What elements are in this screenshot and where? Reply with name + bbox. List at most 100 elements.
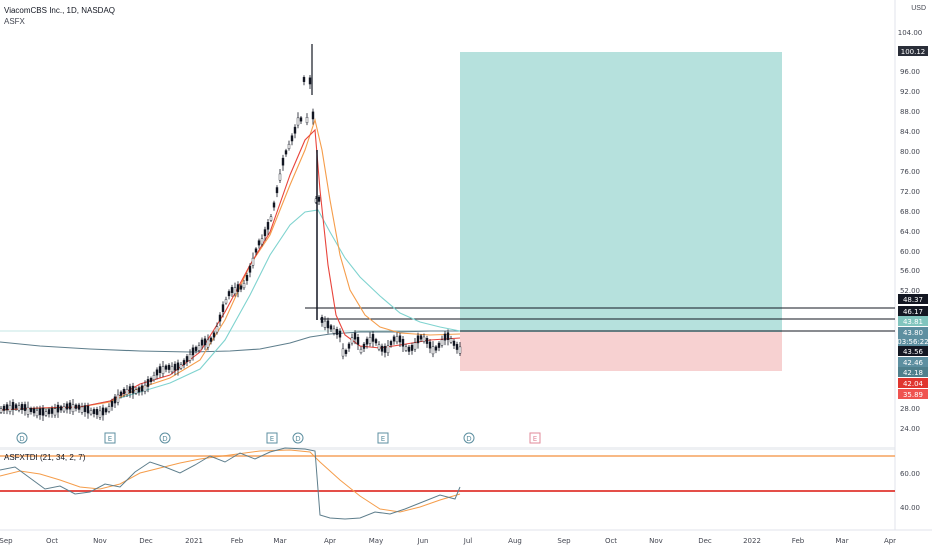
candle-body <box>221 304 225 312</box>
dividend-marker[interactable] <box>292 432 304 444</box>
candle-body <box>161 366 165 374</box>
dividend-marker[interactable] <box>159 432 171 444</box>
price-tick: 72.00 <box>900 188 920 196</box>
price-tick: 24.00 <box>900 425 920 433</box>
candle-body <box>377 344 381 350</box>
candle-body <box>44 411 48 416</box>
candle-body <box>263 229 267 237</box>
price-label-box <box>898 367 928 377</box>
time-tick: Nov <box>93 537 107 545</box>
earnings-marker-upcoming[interactable] <box>529 432 541 444</box>
candle-body <box>443 333 447 341</box>
target-zone[interactable] <box>460 52 782 332</box>
time-tick: Nov <box>649 537 663 545</box>
candle-body <box>146 379 150 387</box>
candle-body <box>359 348 363 353</box>
candle-body <box>116 394 120 403</box>
candle-body <box>407 346 411 352</box>
candle-body <box>164 365 168 370</box>
candle-body <box>323 320 327 328</box>
candle-body <box>32 408 36 414</box>
candle-body <box>125 389 129 395</box>
candle-body <box>272 202 276 208</box>
price-tick: 96.00 <box>900 68 920 76</box>
time-tick: Jun <box>417 537 429 545</box>
candle-body <box>80 406 84 413</box>
price-label-box <box>898 357 928 367</box>
candle-body <box>389 341 393 346</box>
candle-body <box>296 117 300 126</box>
candle-body <box>92 409 96 415</box>
time-tick: 2022 <box>743 537 761 545</box>
earnings-marker[interactable] <box>104 432 116 444</box>
candle-body <box>419 335 423 340</box>
candle-body <box>269 216 273 221</box>
candle-body <box>74 404 78 409</box>
candle-body <box>89 410 93 415</box>
price-label-text: 42.46 <box>903 359 924 367</box>
candle-body <box>206 339 210 348</box>
symbol-title[interactable]: ViacomCBS Inc., 1D, NASDAQ <box>4 6 115 15</box>
candle-body <box>239 285 243 290</box>
price-tick: 52.00 <box>900 287 920 295</box>
candle-body <box>35 410 39 417</box>
candle-body <box>404 346 408 351</box>
candle-body <box>293 126 297 134</box>
candle-body <box>200 339 204 346</box>
indicator-title[interactable]: ASFXTDI (21, 34, 2, 7) <box>4 453 86 462</box>
candle-body <box>38 408 42 416</box>
study-label[interactable]: ASFX <box>4 17 25 26</box>
candle-body <box>47 409 51 415</box>
candle-body <box>308 77 312 85</box>
earnings-marker[interactable] <box>377 432 389 444</box>
candle-body <box>155 369 159 376</box>
candle-body <box>188 353 192 361</box>
stop-zone[interactable] <box>460 332 782 371</box>
candle-body <box>209 337 213 342</box>
price-label-box <box>898 378 928 388</box>
candle-body <box>86 405 90 414</box>
price-label-text: 35.89 <box>903 391 923 399</box>
price-label-text: 03:56:22 <box>897 338 928 346</box>
candle-body <box>290 135 294 142</box>
candle-body <box>128 386 132 394</box>
candle-body <box>302 77 306 82</box>
event-label: D <box>19 435 24 443</box>
candle-body <box>287 143 291 149</box>
candle-body <box>428 341 432 349</box>
dividend-marker[interactable] <box>16 432 28 444</box>
candle-body <box>347 343 351 349</box>
candle-body <box>203 338 207 346</box>
price-tick: 84.00 <box>900 128 920 136</box>
candle-body <box>104 408 108 413</box>
candle-body <box>23 404 27 411</box>
price-label-text: 43.80 <box>903 329 923 337</box>
time-axis[interactable]: Sep Oct Nov Dec 2021 Feb Mar Apr May Jun Jul Aug Sep… <box>0 537 896 545</box>
time-tick: Sep <box>0 537 13 545</box>
time-tick: Jul <box>463 537 473 545</box>
price-tick: 88.00 <box>900 108 920 116</box>
price-axis[interactable]: 104.00 96.00 92.00 88.00 84.00 80.00 76.00 72.0… <box>898 29 923 433</box>
candle-body <box>248 265 252 273</box>
dividend-marker[interactable] <box>463 432 475 444</box>
candle-body <box>329 325 333 330</box>
event-label: E <box>270 435 274 443</box>
ma-slate-line <box>0 330 460 353</box>
price-tick: 68.00 <box>900 208 920 216</box>
price-label-text: 42.18 <box>903 369 923 377</box>
candle-body <box>215 326 219 333</box>
time-tick: Apr <box>324 537 336 545</box>
candle-body <box>20 404 24 410</box>
candle-body <box>83 405 87 413</box>
price-label-box <box>898 316 928 326</box>
price-tick: 80.00 <box>900 148 920 156</box>
price-label-box <box>898 327 928 337</box>
pane-separator <box>0 447 895 450</box>
earnings-marker[interactable] <box>266 432 278 444</box>
time-tick: Sep <box>557 537 571 545</box>
candle-body <box>254 248 258 253</box>
candle-body <box>338 330 342 338</box>
indicator-orange-line <box>0 449 461 513</box>
